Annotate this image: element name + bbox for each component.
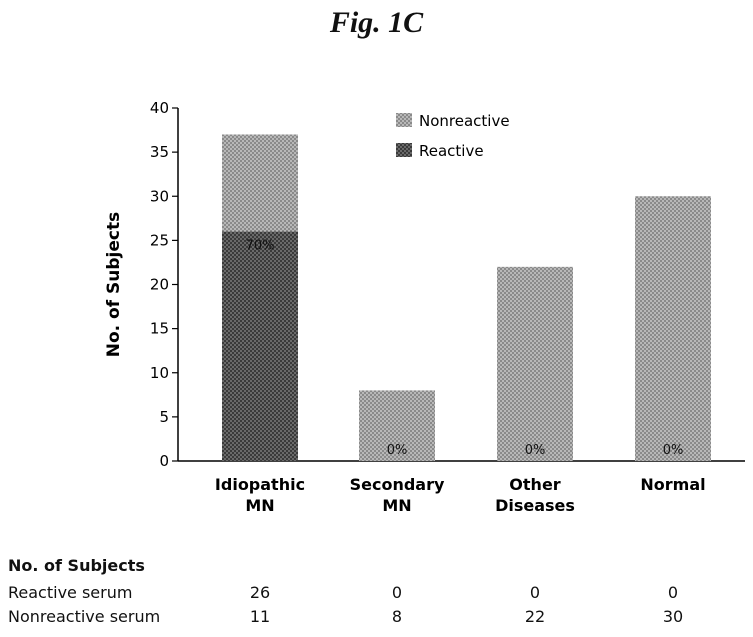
table-heading: No. of Subjects [8, 556, 145, 575]
bar-percent-label: 0% [387, 443, 408, 458]
legend-swatch [396, 143, 412, 157]
table-row-label: Reactive serum [8, 583, 133, 602]
y-tick-label: 35 [150, 143, 169, 161]
y-tick-label: 20 [150, 276, 169, 294]
x-tick-label: Diseases [495, 496, 575, 515]
y-tick-label: 15 [150, 320, 169, 338]
x-tick-label: Other [509, 475, 560, 494]
y-tick-label: 0 [159, 452, 169, 470]
bar-nonreactive [222, 134, 298, 232]
table-cell: 11 [249, 607, 271, 626]
table-row-label: Nonreactive serum [8, 607, 161, 626]
table-cell: 8 [391, 607, 403, 626]
bar-nonreactive [359, 390, 435, 461]
bar-percent-label: 0% [525, 443, 546, 458]
table-cell: 0 [391, 583, 403, 602]
x-tick-label: Idiopathic [215, 475, 305, 494]
y-tick-label: 25 [150, 231, 169, 249]
legend-swatch [396, 113, 412, 127]
legend-label: Nonreactive [419, 112, 510, 130]
table-cell: 22 [524, 607, 546, 626]
legend-label: Reactive [419, 142, 484, 160]
table-cell: 0 [529, 583, 541, 602]
x-tick-label: MN [245, 496, 274, 515]
figure-title: Fig. 1C [329, 6, 424, 39]
table-cell: 26 [249, 583, 271, 602]
y-axis-label: No. of Subjects [104, 212, 124, 357]
y-tick-label: 30 [150, 187, 169, 205]
x-tick-label: Secondary [350, 475, 445, 494]
bar-nonreactive [497, 266, 573, 461]
bar-nonreactive [635, 196, 711, 461]
x-tick-label: MN [382, 496, 411, 515]
x-tick-label: Normal [640, 475, 705, 494]
table-cell: 30 [662, 607, 684, 626]
y-tick-label: 40 [150, 99, 169, 117]
table-cell: 0 [667, 583, 679, 602]
y-tick-label: 10 [150, 364, 169, 382]
bar-percent-label: 70% [246, 239, 275, 254]
y-tick-label: 5 [159, 408, 169, 426]
bar-percent-label: 0% [663, 443, 684, 458]
bar-reactive [222, 231, 298, 461]
